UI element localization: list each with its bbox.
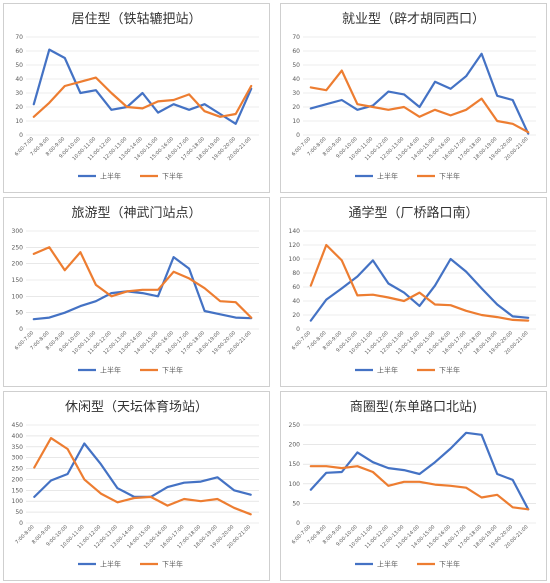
y-tick-label: 250 [12, 244, 24, 251]
y-tick-label: 400 [12, 433, 24, 440]
series-line-2 [32, 246, 253, 319]
y-tick-label: 120 [289, 242, 301, 249]
chart-title: 就业型（辟才胡同西口） [342, 12, 485, 27]
legend-label-2: 下半年 [439, 366, 460, 375]
chart-title: 通学型（厂桥路口南） [348, 205, 478, 221]
y-tick-label: 0 [296, 132, 300, 139]
y-tick-label: 200 [12, 476, 24, 483]
chart-6: 商圈型(东单路口北站)0501001502002506:00-7:007:00-… [289, 399, 536, 569]
y-tick-label: 0 [296, 520, 300, 527]
y-tick-label: 300 [12, 455, 24, 462]
y-tick-label: 300 [12, 228, 24, 235]
y-tick-label: 50 [15, 310, 23, 317]
legend-label-2: 下半年 [162, 172, 183, 181]
y-tick-label: 60 [15, 48, 23, 55]
y-tick-label: 100 [12, 498, 24, 505]
y-tick-label: 10 [292, 118, 300, 125]
series-line-1 [309, 257, 530, 322]
series-line-2 [33, 436, 252, 516]
y-tick-label: 70 [15, 34, 23, 41]
chart-2: 就业型（辟才胡同西口）0102030405060706:00-7:007:00-… [291, 12, 536, 181]
y-tick-label: 150 [289, 461, 301, 468]
y-tick-label: 100 [289, 256, 301, 263]
y-tick-label: 30 [292, 90, 300, 97]
chart-panel-2: 就业型（辟才胡同西口） 0 10 20 30 40 50 60 70 6:00-7:00 7:00-… [280, 3, 547, 193]
series-line-1 [309, 52, 530, 135]
chart-title: 商圈型(东单路口北站) [350, 399, 477, 415]
y-tick-label: 40 [292, 76, 300, 83]
legend-label-1: 上半年 [377, 366, 398, 375]
chart-title: 休闲型（天坛体育场站） [65, 399, 208, 415]
y-tick-label: 200 [12, 261, 24, 268]
y-tick-label: 70 [292, 34, 300, 41]
chart-1: 居住型（铁轱辘把站）0102030405060706:00-7:007:00-8… [14, 11, 259, 181]
y-tick-label: 250 [12, 466, 24, 473]
chart-panel-1: 居住型（铁轱辘把站） 0 10 20 30 40 50 60 70 6:00-7:00 7:00-8… [3, 3, 270, 193]
chart-panel-6: 商圈型(东单路口北站) 0 50 100 150 200 250 6:00-7:00 7:00-… [280, 391, 547, 581]
series-line-2 [309, 69, 530, 134]
legend-label-2: 下半年 [439, 172, 460, 181]
y-tick-label: 60 [292, 284, 300, 291]
y-tick-label: 40 [15, 76, 23, 83]
legend-label-1: 上半年 [100, 172, 121, 181]
y-tick-label: 150 [12, 487, 24, 494]
y-tick-label: 50 [15, 509, 23, 516]
chart-panel-5: 休闲型（天坛体育场站） 0 50 100 150 200 250 300 350 400 450 7:… [3, 391, 270, 581]
legend-label-1: 上半年 [100, 560, 121, 569]
series-line-1 [32, 255, 253, 321]
series-line-2 [309, 465, 530, 511]
chart-5: 休闲型（天坛体育场站）0501001502002503003504004507:… [12, 399, 259, 569]
y-tick-label: 0 [19, 520, 23, 527]
series-line-1 [32, 48, 253, 125]
legend-label-2: 下半年 [162, 560, 183, 569]
y-tick-label: 50 [292, 62, 300, 69]
chart-title: 居住型（铁轱辘把站） [71, 11, 201, 27]
chart-panel-3: 旅游型（神武门站点） 0 50 100 150 200 250 300 6:00-7:00 7:0… [3, 197, 270, 387]
series-line-1 [309, 431, 530, 511]
legend-label-1: 上半年 [377, 560, 398, 569]
y-tick-label: 140 [289, 228, 301, 235]
y-tick-label: 20 [15, 104, 23, 111]
y-tick-label: 20 [292, 104, 300, 111]
series-line-1 [33, 442, 252, 499]
chart-4: 通学型（厂桥路口南）0204060801001201406:00-7:007:0… [289, 205, 536, 375]
y-tick-label: 450 [12, 422, 24, 429]
y-tick-label: 350 [12, 444, 24, 451]
y-tick-label: 100 [289, 481, 301, 488]
legend-label-1: 上半年 [100, 366, 121, 375]
y-tick-label: 0 [19, 132, 23, 139]
y-tick-label: 0 [19, 326, 23, 333]
chart-3: 旅游型（神武门站点）0501001502002503006:00-7:007:0… [12, 206, 259, 375]
legend-label-1: 上半年 [377, 172, 398, 181]
y-tick-label: 250 [289, 422, 301, 429]
y-tick-label: 100 [12, 293, 24, 300]
y-tick-label: 0 [296, 326, 300, 333]
y-tick-label: 40 [292, 298, 300, 305]
y-tick-label: 60 [292, 48, 300, 55]
y-tick-label: 50 [292, 500, 300, 507]
legend-label-2: 下半年 [439, 560, 460, 569]
chart-title: 旅游型（神武门站点） [71, 206, 201, 221]
y-tick-label: 80 [292, 270, 300, 277]
y-tick-label: 150 [12, 277, 24, 284]
y-tick-label: 200 [289, 442, 301, 449]
y-tick-label: 10 [15, 118, 23, 125]
chart-panel-4: 通学型（厂桥路口南） 0 20 40 60 80 100 120 140 6:00-7:00 7:0… [280, 197, 547, 387]
legend-label-2: 下半年 [162, 366, 183, 375]
y-tick-label: 50 [15, 62, 23, 69]
y-tick-label: 30 [15, 90, 23, 97]
y-tick-label: 20 [292, 312, 300, 319]
series-line-2 [32, 76, 253, 118]
series-line-2 [309, 243, 530, 322]
